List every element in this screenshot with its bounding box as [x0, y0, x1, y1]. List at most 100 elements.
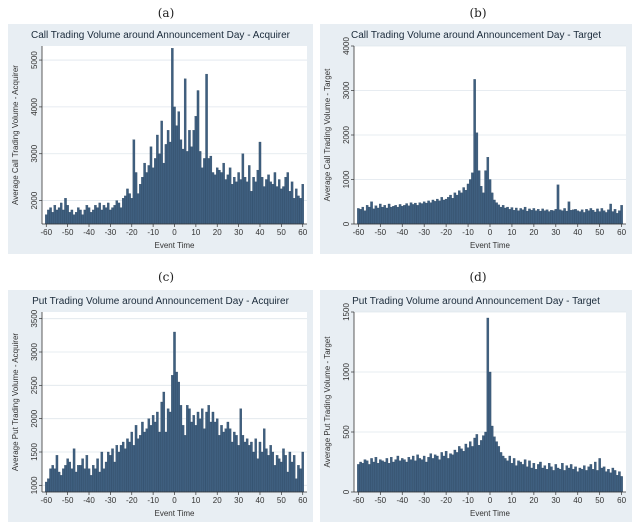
- x-tick-label: 10: [507, 496, 516, 505]
- bar: [534, 210, 538, 225]
- bar: [237, 445, 240, 493]
- bar: [602, 210, 606, 225]
- bar: [379, 459, 382, 493]
- bar: [561, 463, 564, 493]
- bar: [51, 465, 54, 493]
- bar: [615, 213, 619, 225]
- bar: [201, 408, 204, 493]
- bar: [220, 425, 223, 493]
- bar: [156, 134, 159, 225]
- x-tick-label: 60: [298, 496, 307, 505]
- bar: [252, 177, 255, 225]
- bar: [504, 458, 507, 493]
- x-tick-label: 50: [595, 228, 604, 237]
- bar: [440, 197, 443, 225]
- bar: [429, 202, 433, 225]
- bar: [376, 207, 380, 225]
- bar: [267, 455, 270, 493]
- bar: [436, 455, 439, 493]
- bar: [179, 139, 183, 225]
- x-axis-label: Event Time: [154, 241, 195, 250]
- bar: [545, 209, 549, 225]
- bar: [565, 465, 569, 493]
- bar: [277, 458, 281, 493]
- bar: [526, 466, 529, 493]
- bar: [390, 206, 393, 225]
- bar: [275, 455, 279, 493]
- bar: [517, 210, 520, 225]
- bar: [585, 209, 588, 225]
- bar: [256, 169, 260, 225]
- bar: [554, 464, 558, 493]
- bar: [607, 209, 610, 225]
- bar: [427, 200, 430, 225]
- bar: [201, 167, 204, 225]
- bar: [558, 469, 562, 493]
- x-axis-label: Event Time: [154, 509, 195, 518]
- bar: [580, 469, 584, 493]
- x-tick-label: -50: [375, 228, 387, 237]
- bar: [479, 440, 483, 493]
- bar: [387, 203, 391, 225]
- bar: [490, 425, 494, 493]
- bar: [554, 209, 558, 225]
- bar: [102, 205, 106, 225]
- bar: [162, 162, 166, 225]
- bar: [209, 421, 213, 493]
- bar: [237, 172, 240, 225]
- bar: [68, 212, 72, 225]
- bar: [109, 455, 112, 493]
- y-tick-label: 1000: [342, 170, 351, 188]
- bar: [416, 454, 419, 493]
- bar: [60, 202, 63, 225]
- bar: [563, 208, 566, 225]
- x-tick-label: -50: [375, 496, 387, 505]
- bar: [196, 90, 200, 225]
- bar: [115, 200, 119, 225]
- bar: [550, 466, 553, 493]
- x-tick-label: -60: [40, 496, 52, 505]
- x-tick-label: 30: [234, 496, 243, 505]
- bar: [111, 207, 114, 225]
- bar: [598, 211, 601, 225]
- bar: [216, 167, 219, 225]
- bar: [574, 466, 577, 493]
- bar: [407, 457, 411, 493]
- bar: [230, 184, 234, 225]
- bar: [92, 209, 95, 225]
- bar: [175, 371, 178, 493]
- bar: [169, 141, 172, 225]
- bar: [381, 460, 384, 493]
- bar: [493, 436, 496, 493]
- bar: [444, 198, 448, 225]
- bar: [458, 190, 461, 225]
- bar: [248, 165, 251, 225]
- bar: [576, 210, 579, 225]
- y-tick-label: 500: [342, 425, 351, 439]
- bar: [460, 448, 463, 493]
- x-tick-label: 30: [551, 496, 560, 505]
- y-tick-label: 3500: [30, 309, 39, 327]
- bar: [218, 435, 221, 493]
- x-tick-label: 40: [256, 496, 265, 505]
- bar: [119, 207, 123, 225]
- chart-svg-b: -60 -50 -40 -30 -20 -10 0 10 20 30 40 50 60 0 1000 2000…: [323, 30, 627, 250]
- bar: [515, 207, 518, 225]
- bar: [124, 195, 127, 225]
- bar: [567, 201, 571, 225]
- bar: [447, 197, 450, 225]
- bar: [94, 205, 97, 225]
- bar: [260, 451, 264, 493]
- bar: [442, 455, 446, 493]
- bar: [171, 48, 174, 225]
- bar: [394, 205, 397, 225]
- bar: [589, 464, 593, 493]
- bar: [583, 212, 586, 225]
- x-tick-label: 50: [277, 228, 286, 237]
- bar: [392, 206, 395, 225]
- bar: [532, 208, 536, 225]
- bar: [273, 465, 277, 493]
- bar: [569, 464, 573, 493]
- bar: [359, 461, 362, 493]
- bar: [222, 431, 225, 493]
